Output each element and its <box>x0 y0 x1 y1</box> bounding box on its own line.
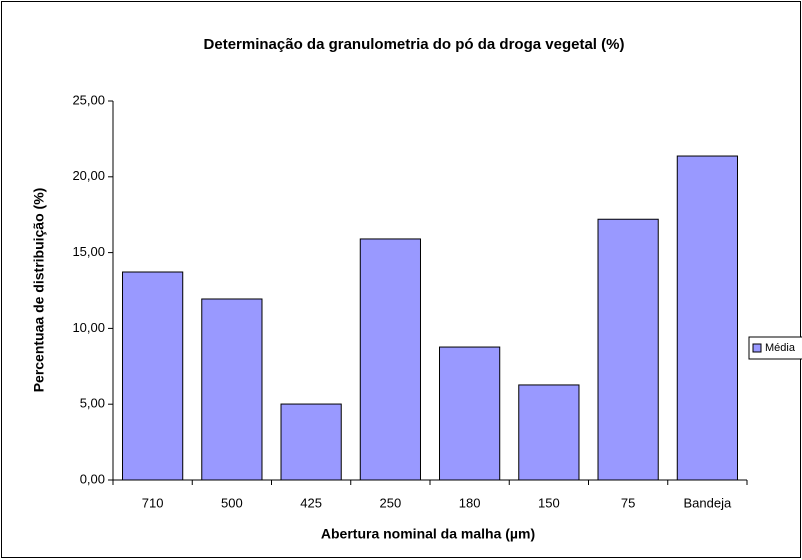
bar <box>439 346 501 481</box>
y-tick-label: 10,00 <box>72 320 105 335</box>
bar <box>122 271 184 481</box>
x-tick-label: 180 <box>459 495 481 510</box>
x-tick-label: Bandeja <box>684 495 732 510</box>
x-tick-label: 425 <box>300 495 322 510</box>
bar <box>201 298 263 481</box>
bar <box>280 403 342 481</box>
bar <box>518 384 580 481</box>
bar <box>597 218 659 481</box>
legend-label: Média <box>765 342 796 354</box>
legend-swatch <box>752 343 762 353</box>
legend-box <box>748 336 802 360</box>
bar <box>676 155 738 481</box>
bar <box>359 238 421 481</box>
y-axis-label: Percentuaa de distribuição (%) <box>31 188 47 393</box>
x-axis-label: Abertura nominal da malha (µm) <box>321 526 535 542</box>
y-tick-label: 20,00 <box>72 168 105 183</box>
x-tick-label: 250 <box>380 495 402 510</box>
y-tick-label: 5,00 <box>80 396 105 411</box>
y-tick-label: 0,00 <box>80 471 105 486</box>
y-tick-label: 15,00 <box>72 244 105 259</box>
y-tick-label: 25,00 <box>72 92 105 107</box>
x-tick-label: 500 <box>221 495 243 510</box>
chart-title: Determinação da granulometria do pó da d… <box>204 36 625 53</box>
x-tick-label: 710 <box>142 495 164 510</box>
x-tick-label: 75 <box>621 495 635 510</box>
x-tick-label: 150 <box>538 495 560 510</box>
